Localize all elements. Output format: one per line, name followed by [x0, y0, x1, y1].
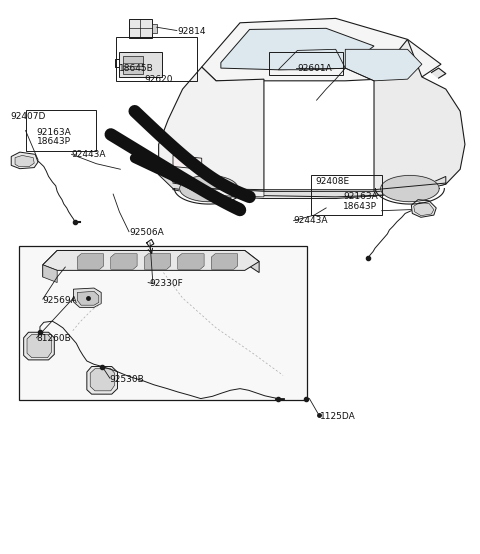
- Polygon shape: [180, 176, 238, 202]
- Polygon shape: [411, 199, 436, 217]
- Polygon shape: [414, 202, 434, 216]
- Text: 92163A: 92163A: [36, 128, 72, 137]
- Polygon shape: [73, 288, 101, 307]
- Text: 92407D: 92407D: [10, 112, 46, 121]
- Polygon shape: [24, 332, 54, 360]
- Polygon shape: [173, 156, 202, 169]
- Text: 92443A: 92443A: [294, 216, 328, 225]
- Bar: [19, 246, 307, 399]
- Bar: [311, 175, 382, 215]
- Text: 92530B: 92530B: [110, 375, 144, 384]
- Polygon shape: [202, 18, 441, 81]
- Polygon shape: [158, 167, 446, 197]
- Bar: [116, 37, 197, 81]
- Text: 1125DA: 1125DA: [321, 412, 356, 420]
- Polygon shape: [87, 367, 118, 394]
- Polygon shape: [345, 49, 422, 81]
- Polygon shape: [90, 369, 115, 391]
- Polygon shape: [221, 28, 374, 70]
- Bar: [120, 52, 161, 77]
- Bar: [269, 52, 343, 75]
- Polygon shape: [158, 67, 264, 191]
- Polygon shape: [15, 156, 34, 167]
- Polygon shape: [111, 254, 137, 269]
- Bar: [123, 56, 143, 74]
- Polygon shape: [77, 254, 104, 269]
- Polygon shape: [202, 188, 264, 197]
- Text: 81260B: 81260B: [36, 335, 72, 343]
- Text: 92569A: 92569A: [43, 296, 78, 305]
- Text: 92620: 92620: [144, 75, 173, 84]
- Text: 18643P: 18643P: [36, 137, 71, 146]
- Polygon shape: [173, 182, 412, 198]
- Polygon shape: [43, 250, 259, 270]
- Text: 18643P: 18643P: [343, 202, 377, 211]
- Bar: [152, 24, 157, 33]
- Text: 92163A: 92163A: [343, 192, 378, 201]
- Polygon shape: [43, 265, 57, 283]
- Polygon shape: [374, 39, 465, 193]
- Polygon shape: [211, 254, 238, 269]
- Polygon shape: [432, 68, 446, 78]
- Text: 18645B: 18645B: [120, 64, 154, 73]
- Text: 92814: 92814: [178, 27, 206, 35]
- Bar: [25, 110, 96, 151]
- Text: 92330F: 92330F: [149, 279, 183, 288]
- Text: 92408E: 92408E: [316, 177, 350, 187]
- Text: 92506A: 92506A: [129, 228, 164, 237]
- Polygon shape: [381, 176, 439, 202]
- Bar: [129, 19, 152, 38]
- Text: 92601A: 92601A: [298, 64, 332, 73]
- Polygon shape: [144, 254, 170, 269]
- Polygon shape: [178, 254, 204, 269]
- Polygon shape: [278, 49, 345, 70]
- Text: 92443A: 92443A: [72, 150, 106, 159]
- Polygon shape: [11, 152, 38, 168]
- Polygon shape: [77, 291, 99, 305]
- Polygon shape: [27, 335, 51, 358]
- Polygon shape: [43, 250, 259, 277]
